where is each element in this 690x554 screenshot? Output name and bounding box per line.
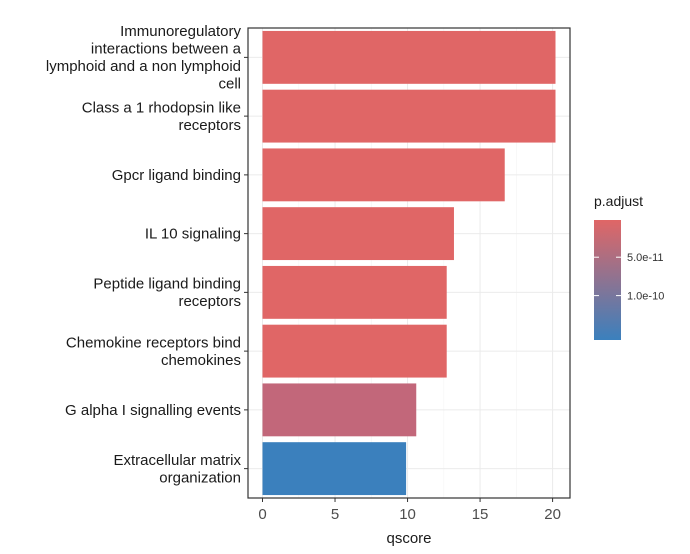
bar: [262, 383, 417, 437]
category-label-line: Extracellular matrix: [113, 452, 241, 469]
x-tick-label: 5: [331, 506, 339, 523]
category-label-line: receptors: [178, 117, 241, 134]
legend-colorbar: [594, 220, 621, 340]
category-label-line: Immunoregulatory: [120, 23, 241, 40]
x-tick-label: 10: [399, 506, 416, 523]
x-tick-label: 15: [472, 506, 489, 523]
category-label: Immunoregulatory interactions between a ly…: [46, 23, 242, 93]
category-label-line: IL 10 signaling: [145, 226, 241, 243]
legend-label: 1.0e-10: [627, 291, 664, 303]
bar: [262, 207, 454, 261]
category-label-line: G alpha I signalling events: [65, 402, 241, 419]
x-tick-label: 0: [258, 506, 266, 523]
x-axis-title: qscore: [386, 530, 431, 547]
legend-ticks: 5.0e-11 1.0e-10: [594, 252, 664, 303]
category-label: Extracellular matrix organization: [113, 452, 241, 487]
category-label-line: interactions between a: [91, 41, 242, 58]
category-label-line: Gpcr ligand binding: [112, 167, 241, 184]
legend-title: p.adjust: [594, 193, 643, 209]
category-label-line: lymphoid and a non lymphoid: [46, 58, 241, 75]
category-label-line: cell: [218, 76, 241, 93]
bar: [262, 89, 556, 143]
category-label: IL 10 signaling: [145, 226, 241, 243]
category-label-line: receptors: [178, 293, 241, 310]
bar: [262, 324, 447, 378]
category-label-line: chemokines: [161, 352, 241, 369]
category-label-line: Chemokine receptors bind: [66, 334, 241, 351]
bar: [262, 265, 447, 319]
category-label: Peptide ligand binding receptors: [93, 276, 241, 311]
x-tick-label: 20: [544, 506, 561, 523]
legend: p.adjust 5.0e-11 1.0e-10: [594, 193, 664, 340]
bars: [262, 30, 556, 496]
legend-label: 5.0e-11: [627, 252, 664, 264]
bar: [262, 30, 556, 84]
category-labels: Immunoregulatory interactions between a ly…: [46, 23, 248, 486]
category-label: G alpha I signalling events: [65, 402, 241, 419]
category-label: Class a 1 rhodopsin like receptors: [82, 99, 241, 134]
panel-border: [247, 27, 571, 499]
category-label-line: Class a 1 rhodopsin like: [82, 99, 241, 116]
category-label-line: Peptide ligand binding: [93, 276, 241, 293]
bar: [262, 148, 505, 202]
category-label: Gpcr ligand binding: [112, 167, 241, 184]
category-label: Chemokine receptors bind chemokines: [66, 334, 241, 369]
category-label-line: organization: [159, 469, 241, 486]
x-axis-ticks: 0 5 10 15 20: [258, 498, 561, 523]
bar: [262, 442, 407, 496]
